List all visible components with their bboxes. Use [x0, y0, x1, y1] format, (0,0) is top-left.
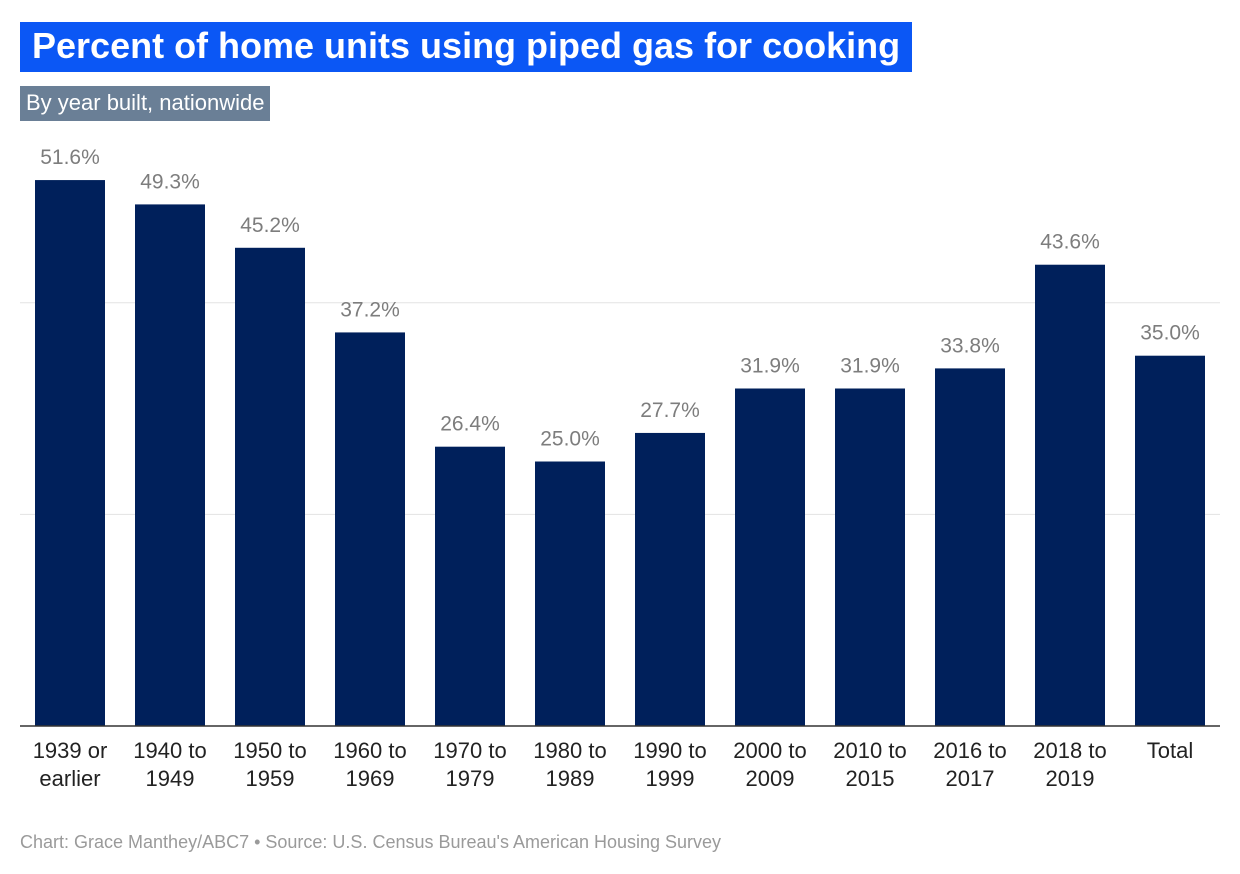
- category-label: 1980 to 1989: [533, 738, 606, 791]
- category-label-line: 2018 to: [1033, 738, 1106, 763]
- category-label-line: 1949: [146, 766, 195, 791]
- title-container: Percent of home units using piped gas fo…: [20, 22, 913, 72]
- bar: [635, 432, 705, 726]
- category-label: 1990 to 1999: [633, 738, 706, 791]
- category-label-line: 1980 to: [533, 738, 606, 763]
- category-label: 2010 to 2015: [833, 738, 906, 791]
- category-label-line: 2000 to: [733, 738, 806, 763]
- bar: [335, 332, 405, 726]
- bar: [435, 446, 505, 726]
- category-label-line: earlier: [39, 766, 100, 791]
- bar: [35, 180, 105, 726]
- category-label: 1970 to 1979: [433, 738, 506, 791]
- category-label-line: 2016 to: [933, 738, 1006, 763]
- category-label-line: 2015: [846, 766, 895, 791]
- category-label-line: 2019: [1046, 766, 1095, 791]
- category-label: 2000 to 2009: [733, 738, 806, 791]
- data-label: 45.2%: [240, 214, 300, 237]
- category-label-line: 2017: [946, 766, 995, 791]
- bar: [1035, 264, 1105, 726]
- data-label: 49.3%: [140, 170, 200, 193]
- data-label: 31.9%: [840, 354, 900, 377]
- category-label-line: 1939 or: [33, 738, 108, 763]
- data-label: 31.9%: [740, 354, 800, 377]
- bar: [835, 388, 905, 726]
- category-label: 1940 to 1949: [133, 738, 206, 791]
- category-label: 1950 to 1959: [233, 738, 306, 791]
- category-label: 1960 to 1969: [333, 738, 406, 791]
- data-label: 27.7%: [640, 399, 700, 422]
- category-label: 2016 to 2017: [933, 738, 1006, 791]
- bar: [1135, 355, 1205, 726]
- category-label-line: 1970 to: [433, 738, 506, 763]
- bar: [935, 368, 1005, 726]
- category-label: Total: [1147, 738, 1193, 763]
- chart-title: Percent of home units using piped gas fo…: [20, 22, 913, 72]
- category-label-line: 2009: [746, 766, 795, 791]
- category-label-line: 1950 to: [233, 738, 306, 763]
- category-label-line: 1979: [446, 766, 495, 791]
- category-label-line: 1959: [246, 766, 295, 791]
- category-label-line: 1999: [646, 766, 695, 791]
- data-label: 51.6%: [40, 146, 100, 169]
- bar-chart: 51.6% 1939 or earlier 49.3% 1940 to 1949 45.2%…: [20, 146, 1220, 791]
- data-label: 25.0%: [540, 428, 600, 451]
- category-label-line: 1989: [546, 766, 595, 791]
- category-label-line: Total: [1147, 738, 1193, 763]
- bar: [235, 247, 305, 726]
- bar: [135, 204, 205, 726]
- category-label-line: 1969: [346, 766, 395, 791]
- subtitle-container: By year built, nationwide: [20, 86, 271, 121]
- data-label: 37.2%: [340, 298, 400, 321]
- bar: [735, 388, 805, 726]
- data-label: 33.8%: [940, 334, 1000, 357]
- category-label-line: 1960 to: [333, 738, 406, 763]
- data-label: 43.6%: [1040, 231, 1100, 254]
- category-label-line: 2010 to: [833, 738, 906, 763]
- category-label-line: 1940 to: [133, 738, 206, 763]
- category-label: 2018 to 2019: [1033, 738, 1106, 791]
- category-label: 1939 or earlier: [33, 738, 108, 791]
- chart-subtitle: By year built, nationwide: [20, 86, 271, 121]
- data-label: 26.4%: [440, 413, 500, 436]
- bar: [535, 461, 605, 726]
- category-label-line: 1990 to: [633, 738, 706, 763]
- chart-footer: Chart: Grace Manthey/ABC7 • Source: U.S.…: [20, 832, 722, 852]
- data-label: 35.0%: [1140, 322, 1200, 345]
